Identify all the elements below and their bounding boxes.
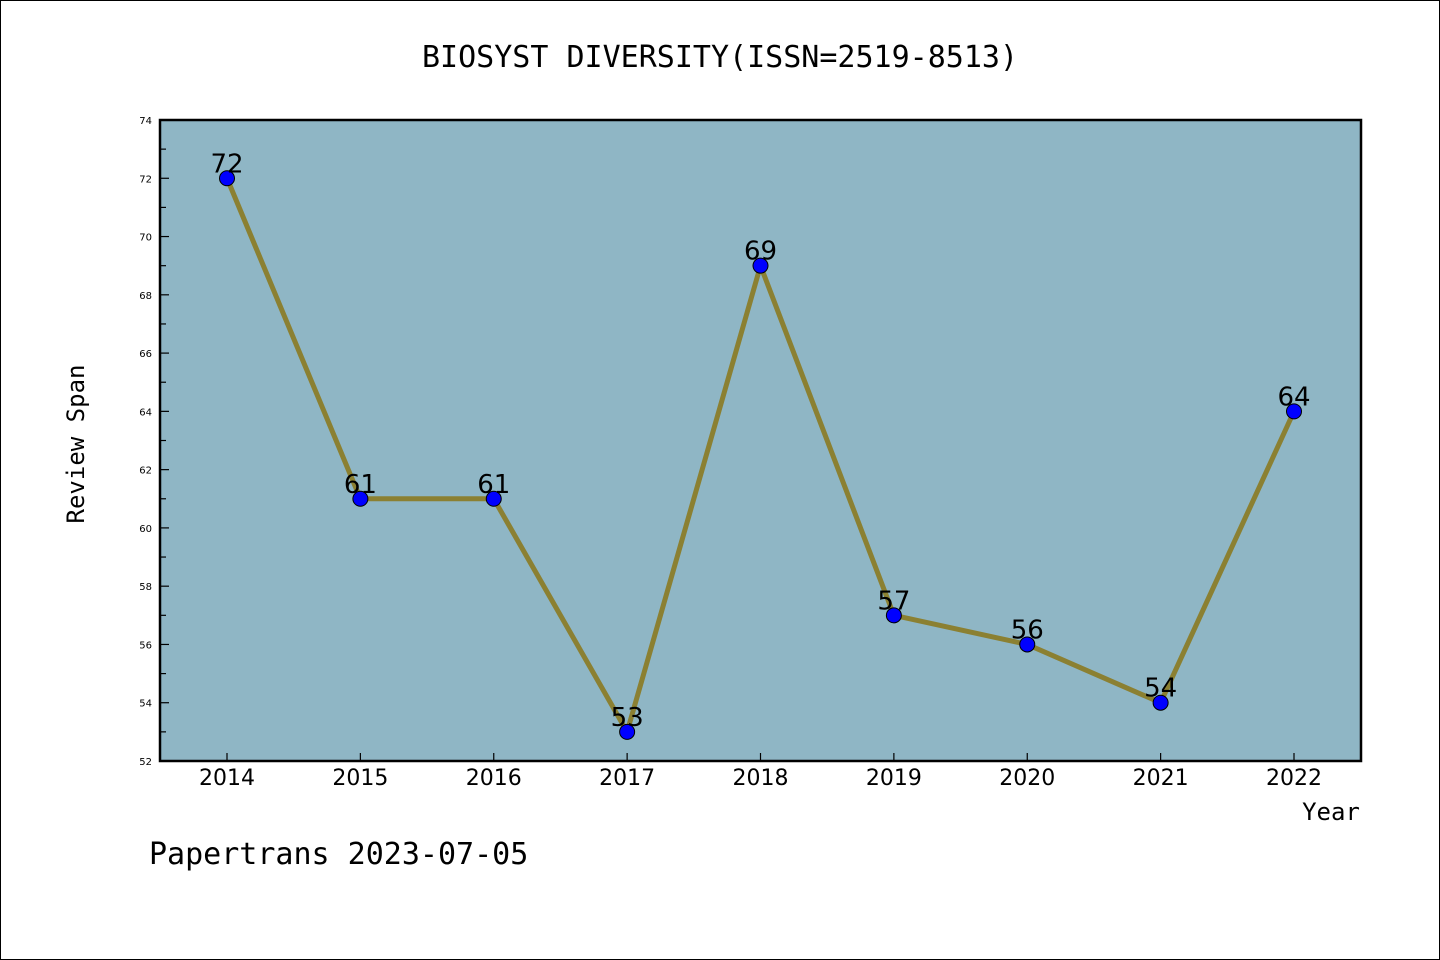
y-tick-label: 60 [139, 524, 152, 535]
data-point [1019, 636, 1036, 653]
x-axis-label: Year [1302, 798, 1360, 826]
data-point [219, 170, 235, 187]
data-label: 53 [611, 703, 644, 733]
y-tick-label: 74 [139, 116, 152, 127]
y-tick-label: 54 [139, 699, 152, 710]
data-point [885, 607, 902, 624]
data-point [352, 490, 369, 507]
y-tick-label: 64 [139, 407, 152, 418]
data-label: 69 [744, 237, 777, 267]
data-point [1152, 694, 1169, 711]
data-labels: 72 61 61 53 69 57 56 54 64 [210, 149, 1310, 733]
x-axis-ticks: 2014 2015 2016 2017 2018 2019 2020 2021 2022 [199, 753, 1322, 791]
data-point [485, 490, 502, 507]
data-label: 61 [477, 470, 510, 500]
y-tick-label: 52 [139, 757, 152, 768]
x-tick-label: 2016 [466, 766, 522, 791]
y-tick-label: 66 [139, 349, 152, 360]
x-tick-label: 2014 [199, 766, 255, 791]
data-point [752, 257, 769, 274]
footer-stamp: Papertrans 2023-07-05 [149, 837, 528, 872]
y-tick-label: 68 [139, 291, 152, 302]
data-label: 56 [1011, 615, 1044, 645]
data-label: 72 [210, 149, 243, 179]
y-axis-ticks: 52 54 56 58 60 62 64 66 68 70 72 74 [139, 116, 169, 768]
y-tick-label: 62 [139, 466, 152, 477]
y-axis-label: Review Span [62, 365, 90, 524]
plot-area [158, 118, 1363, 763]
data-point [619, 723, 636, 740]
data-point [1286, 403, 1302, 420]
x-tick-label: 2020 [999, 766, 1055, 791]
chart-title: BIOSYST DIVERSITY(ISSN=2519-8513) [422, 40, 1018, 75]
x-tick-label: 2018 [733, 766, 789, 791]
y-tick-label: 70 [139, 233, 152, 244]
data-label: 64 [1277, 382, 1310, 412]
x-tick-label: 2022 [1266, 766, 1322, 791]
series-markers [219, 170, 1302, 740]
x-tick-label: 2015 [332, 766, 388, 791]
data-label: 61 [344, 470, 377, 500]
y-tick-label: 56 [139, 640, 152, 651]
x-tick-label: 2021 [1133, 766, 1189, 791]
x-tick-label: 2019 [866, 766, 922, 791]
data-label: 54 [1144, 674, 1177, 704]
y-tick-label: 58 [139, 582, 152, 593]
y-tick-label: 72 [139, 174, 152, 185]
x-tick-label: 2017 [599, 766, 655, 791]
data-label: 57 [877, 586, 910, 616]
